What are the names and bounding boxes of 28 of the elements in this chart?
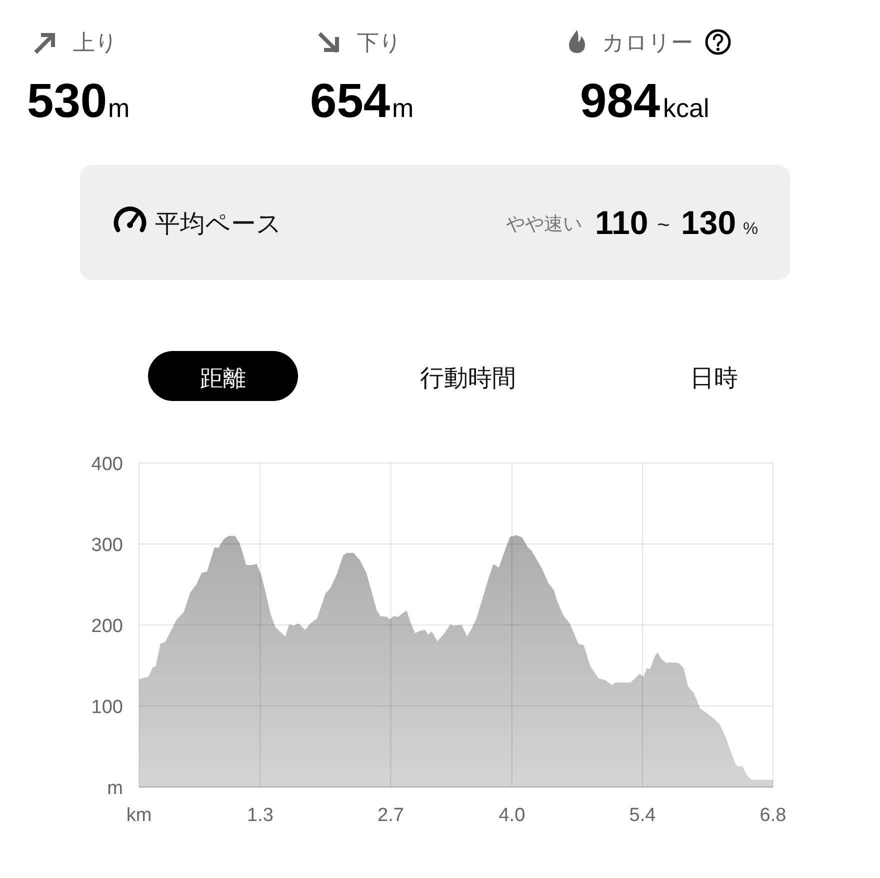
y-tick-label: 400 [91, 454, 123, 475]
text: カロリー [602, 30, 693, 55]
text: kcal [663, 93, 710, 123]
text: m [392, 93, 414, 123]
text: 654 [310, 75, 390, 128]
y-tick-label: 100 [91, 697, 123, 718]
text: やや速い [506, 214, 582, 235]
x-tick-label: km [126, 805, 152, 826]
y-tick-label: m [107, 778, 123, 799]
x-tick-label: 1.3 [246, 805, 274, 826]
text: 距離 [200, 365, 246, 391]
text: 130 [681, 204, 736, 241]
text: ~ [657, 212, 670, 237]
x-tick-label: 4.0 [498, 805, 526, 826]
text: 上り [73, 30, 118, 55]
text: 下り [357, 30, 402, 55]
text: 平均ペース [155, 210, 282, 238]
x-tick-label: 6.8 [760, 805, 786, 826]
text: 日時 [690, 365, 738, 392]
y-tick-label: 300 [91, 535, 123, 556]
x-tick-label: 5.4 [629, 805, 656, 826]
text: 984 [580, 75, 660, 128]
x-tick-label: 2.7 [378, 805, 404, 826]
text: % [743, 219, 758, 238]
y-tick-label: 200 [91, 616, 123, 637]
text: 110 [595, 204, 648, 241]
text: 行動時間 [420, 365, 516, 392]
text: 530 [27, 75, 108, 128]
